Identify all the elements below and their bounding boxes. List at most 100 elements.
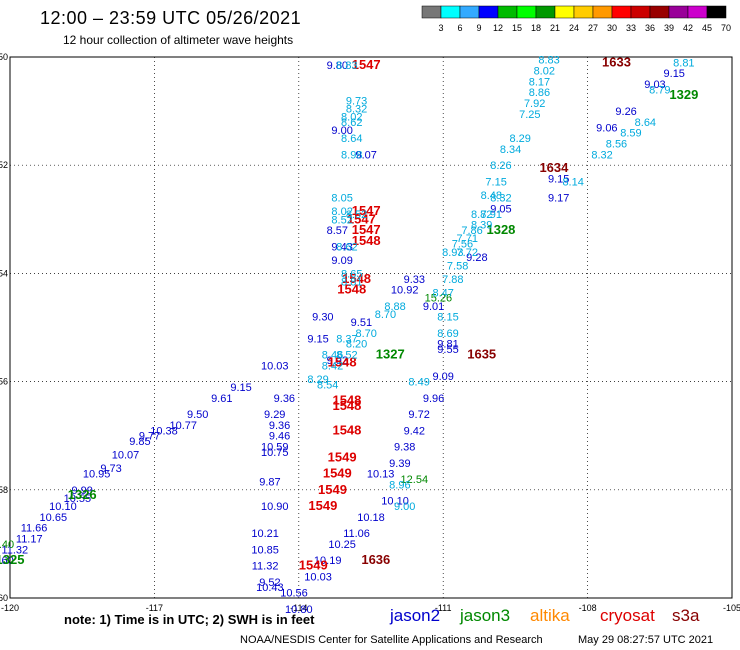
x-tick-label: -120	[1, 603, 19, 613]
scale-label: 12	[493, 23, 503, 33]
cryosat-time-label: 1549	[299, 558, 328, 573]
altika-wave-height-label: 8.15	[437, 312, 458, 324]
x-tick-label: -108	[579, 603, 597, 613]
y-tick-label: -54	[0, 268, 8, 278]
altika-wave-height-label: 8.47	[432, 287, 453, 299]
jason2-wave-height-label: 9.15	[307, 333, 328, 345]
jason2-wave-height-label: 9.80	[327, 60, 348, 72]
cryosat-time-label: 1549	[328, 449, 357, 464]
y-tick-label: -60	[0, 593, 8, 603]
scale-label: 36	[645, 23, 655, 33]
altika-wave-height-label: 8.81	[341, 277, 362, 289]
altika-wave-height-label: 8.88	[384, 301, 405, 313]
jason2-wave-height-label: 9.96	[423, 393, 444, 405]
altika-wave-height-label: 8.69	[437, 328, 458, 340]
legend-cryosat: cryosat	[600, 606, 655, 625]
credit-line: NOAA/NESDIS Center for Satellite Applica…	[240, 634, 543, 646]
altika-wave-height-label: 8.48	[481, 190, 502, 202]
jason2-wave-height-label: 9.26	[615, 106, 636, 118]
jason3-time-label: 1325	[0, 552, 24, 567]
scale-label: 27	[588, 23, 598, 33]
jason3-wave-height-label: 12.40	[0, 539, 14, 551]
altika-wave-height-label: 9.00	[394, 501, 415, 513]
altika-wave-height-label: 8.98	[341, 149, 362, 161]
scale-label: 15	[512, 23, 522, 33]
jason2-wave-height-label: 9.15	[664, 68, 685, 80]
altika-wave-height-label: 7.91	[481, 209, 502, 221]
jason2-wave-height-label: 10.03	[261, 360, 289, 372]
altika-wave-height-label: 8.70	[355, 328, 376, 340]
jason2-wave-height-label: 9.61	[211, 393, 232, 405]
jason2-wave-height-label: 10.85	[251, 544, 279, 556]
jason2-wave-height-label: 9.33	[404, 274, 425, 286]
altika-wave-height-label: 8.64	[635, 117, 656, 129]
altika-wave-height-label: 8.56	[606, 139, 627, 151]
cryosat-time-label: 1547	[352, 222, 381, 237]
jason2-wave-height-label: 9.09	[432, 371, 453, 383]
altika-wave-height-label: 7.15	[485, 176, 506, 188]
jason2-wave-height-label: 10.13	[367, 469, 395, 481]
cryosat-time-label: 1548	[328, 355, 357, 370]
altika-wave-height-label: 8.83	[538, 55, 559, 67]
x-tick-label: -114	[290, 603, 307, 613]
altika-wave-height-label: 8.70	[375, 309, 396, 321]
chart-title: 12:00 – 23:59 UTC 05/26/2021	[40, 8, 302, 28]
scale-label: 6	[457, 23, 462, 33]
altika-wave-height-label: 7.92	[524, 98, 545, 110]
x-tick-label: -105	[723, 603, 740, 613]
jason2-wave-height-label: 10.18	[357, 512, 385, 524]
jason3-time-label: 1326	[68, 487, 97, 502]
jason2-wave-height-label: 9.15	[548, 174, 569, 186]
jason3-time-label: 1327	[376, 347, 405, 362]
jason2-wave-height-label: 9.17	[548, 193, 569, 205]
jason2-wave-height-label: 10.25	[328, 539, 356, 551]
jason2-wave-height-label: 9.30	[312, 312, 333, 324]
altika-wave-height-label: 8.52	[336, 350, 357, 362]
jason2-wave-height-label: 9.36	[269, 420, 290, 432]
cryosat-time-label: 1548	[332, 398, 361, 413]
jason2-wave-height-label: 9.09	[331, 255, 352, 267]
jason2-wave-height-label: 9.81	[437, 339, 458, 351]
altika-wave-height-label: 8.83	[336, 60, 357, 72]
altika-wave-height-label: 9.73	[346, 95, 367, 107]
altika-wave-height-label: 8.29	[510, 133, 531, 145]
altika-wave-height-label: 8.34	[500, 144, 521, 156]
altika-wave-height-label: 8.17	[529, 76, 550, 88]
jason2-wave-height-label: 9.72	[408, 409, 429, 421]
jason2-wave-height-label: 11.17	[16, 533, 43, 545]
scale-label: 3	[438, 23, 443, 33]
jason2-wave-height-label: 10.59	[261, 442, 289, 454]
jason2-wave-height-label: 10.43	[256, 582, 284, 594]
altika-wave-height-label: 7.25	[519, 109, 540, 121]
scale-label: 42	[683, 23, 693, 33]
altika-wave-height-label: 8.93	[442, 247, 463, 259]
scale-label: 39	[664, 23, 674, 33]
x-tick-label: -111	[435, 603, 452, 613]
jason2-wave-height-label: 11.06	[343, 528, 370, 540]
jason2-wave-height-label: 9.15	[230, 382, 251, 394]
jason2-wave-height-label: 10.38	[150, 425, 178, 437]
scale-label: 30	[607, 23, 617, 33]
jason3-wave-height-label: 12.54	[401, 474, 429, 486]
cryosat-time-label: 1548	[337, 282, 366, 297]
jason2-wave-height-label: 9.39	[389, 458, 410, 470]
jason2-wave-height-label: 10.75	[261, 447, 289, 459]
generation-timestamp: May 29 08:27:57 UTC 2021	[578, 634, 714, 646]
jason2-wave-height-label: 10.92	[391, 285, 419, 297]
altika-wave-height-label: 7.58	[447, 260, 468, 272]
scale-label: 70	[721, 23, 731, 33]
jason2-wave-height-label: 10.07	[112, 450, 140, 462]
altika-wave-height-label: 8.52	[331, 214, 352, 226]
jason2-wave-height-label: 9.43	[331, 241, 352, 253]
jason2-wave-height-label: 10.65	[40, 512, 68, 524]
scale-label: 24	[569, 23, 579, 33]
altika-wave-height-label: 8.54	[317, 379, 338, 391]
jason2-wave-height-label: 9.46	[269, 431, 290, 443]
jason2-wave-height-label: 9.51	[351, 317, 372, 329]
jason2-wave-height-label: 10.77	[170, 420, 198, 432]
legend-jason3: jason3	[460, 606, 511, 625]
altika-wave-height-label: 8.52	[346, 209, 367, 221]
jason2-wave-height-label: 9.06	[596, 122, 617, 134]
altika-wave-height-label: 8.05	[331, 193, 352, 205]
jason2-wave-height-label: 9.50	[187, 409, 208, 421]
